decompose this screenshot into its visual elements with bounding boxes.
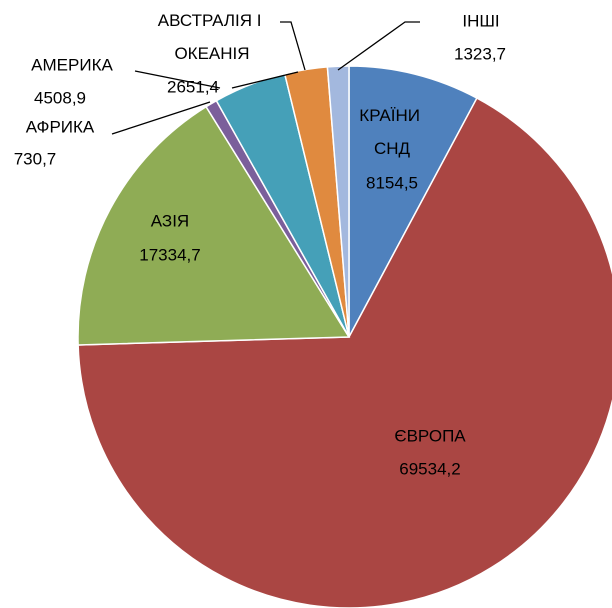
slice-label: ІНШІ bbox=[462, 11, 499, 30]
value-label: 69534,2 bbox=[399, 459, 460, 478]
leader-line bbox=[134, 70, 221, 89]
value-label: 4508,9 bbox=[34, 88, 86, 107]
leader-line bbox=[111, 101, 211, 135]
value-label: 2651,4 bbox=[167, 77, 219, 96]
pie-slice bbox=[77, 105, 351, 346]
slice-label: АЗІЯ bbox=[151, 211, 189, 230]
slice-label: КРАЇНИ СНД bbox=[359, 106, 424, 158]
pie-slice bbox=[77, 97, 612, 608]
leader-line bbox=[280, 21, 306, 71]
value-label: 8154,5 bbox=[366, 173, 418, 192]
value-label: 17334,7 bbox=[139, 245, 200, 264]
leader-line bbox=[231, 71, 299, 89]
leader-line bbox=[337, 21, 420, 71]
value-label: 1323,7 bbox=[454, 44, 506, 63]
slice-label: АФРИКА bbox=[26, 117, 95, 136]
pie-slice bbox=[326, 65, 350, 338]
slice-label: ЄВРОПА bbox=[394, 426, 466, 445]
value-label: 730,7 bbox=[14, 149, 57, 168]
slice-label: АВСТРАЛІЯ І ОКЕАНІЯ bbox=[158, 11, 266, 63]
pie-slice bbox=[348, 65, 478, 338]
slice-label: АМЕРИКА bbox=[31, 55, 113, 74]
